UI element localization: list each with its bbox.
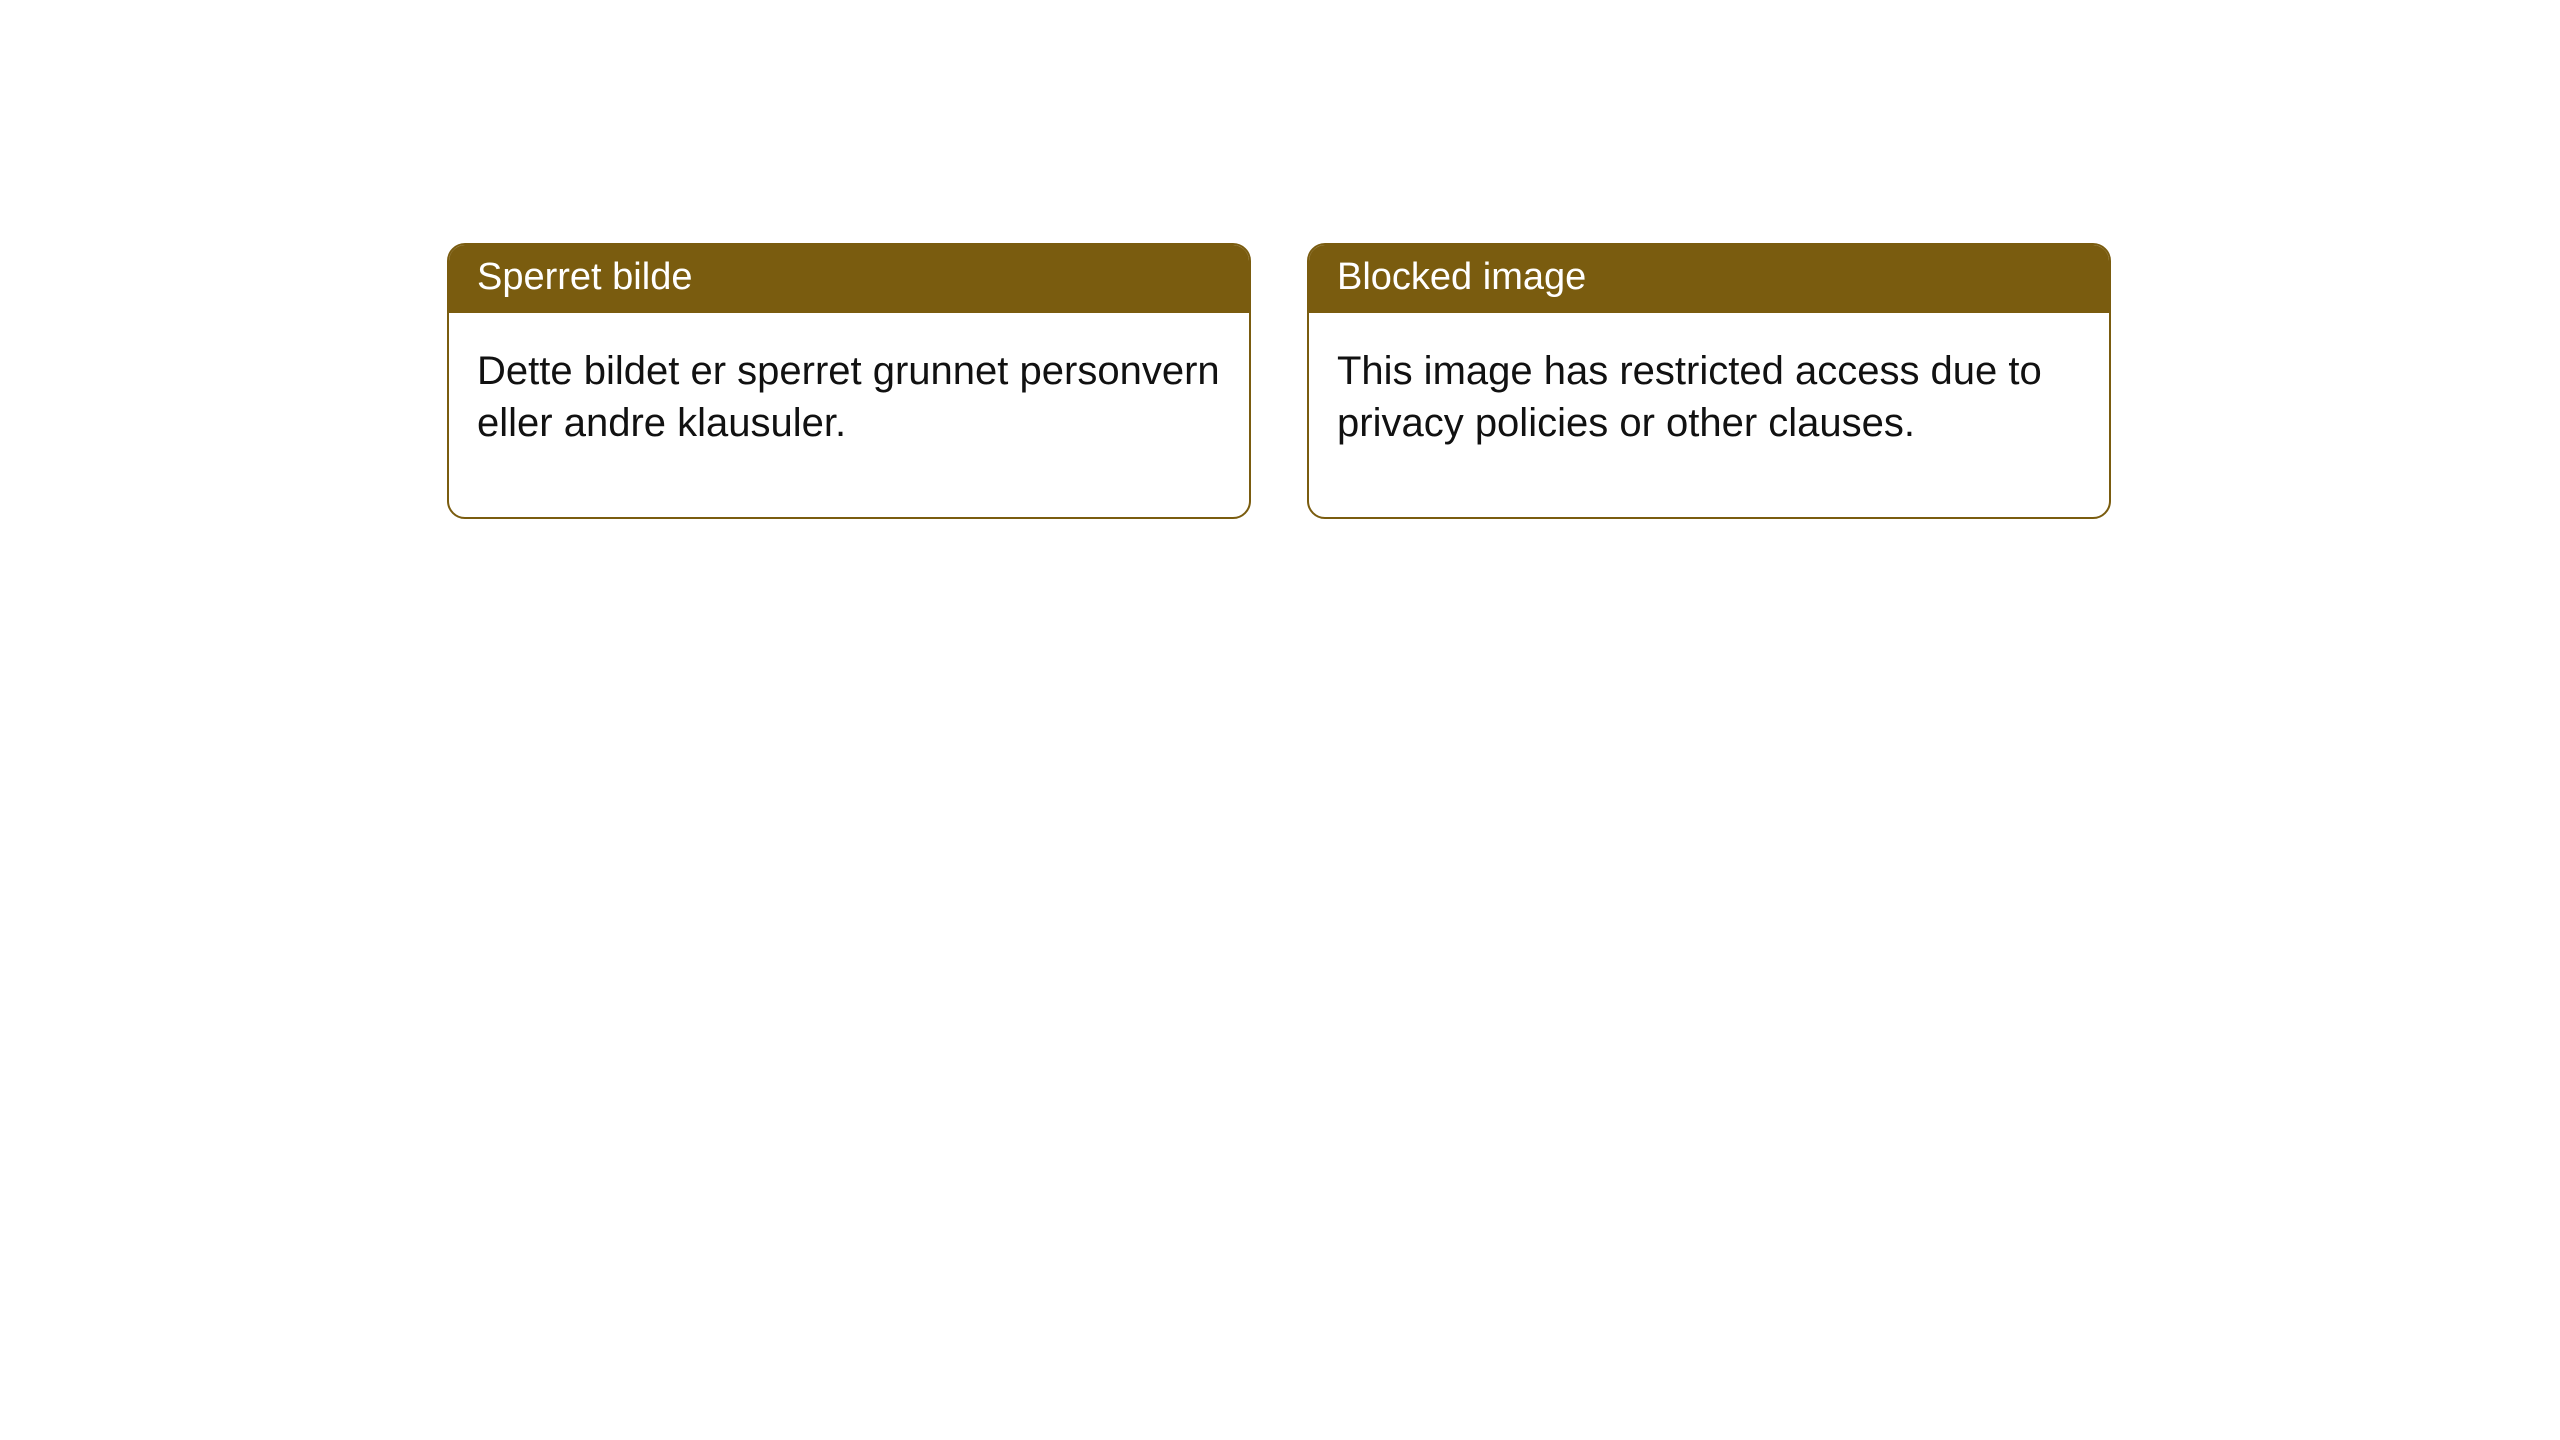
card-body-en: This image has restricted access due to … [1309,313,2109,517]
card-header-en: Blocked image [1309,245,2109,313]
card-body-no: Dette bildet er sperret grunnet personve… [449,313,1249,517]
blocked-image-card-no: Sperret bilde Dette bildet er sperret gr… [447,243,1251,519]
blocked-image-card-en: Blocked image This image has restricted … [1307,243,2111,519]
cards-container: Sperret bilde Dette bildet er sperret gr… [447,243,2111,519]
card-text-no: Dette bildet er sperret grunnet personve… [477,349,1220,445]
card-text-en: This image has restricted access due to … [1337,349,2042,445]
card-title-en: Blocked image [1337,256,1586,298]
card-title-no: Sperret bilde [477,256,692,298]
card-header-no: Sperret bilde [449,245,1249,313]
